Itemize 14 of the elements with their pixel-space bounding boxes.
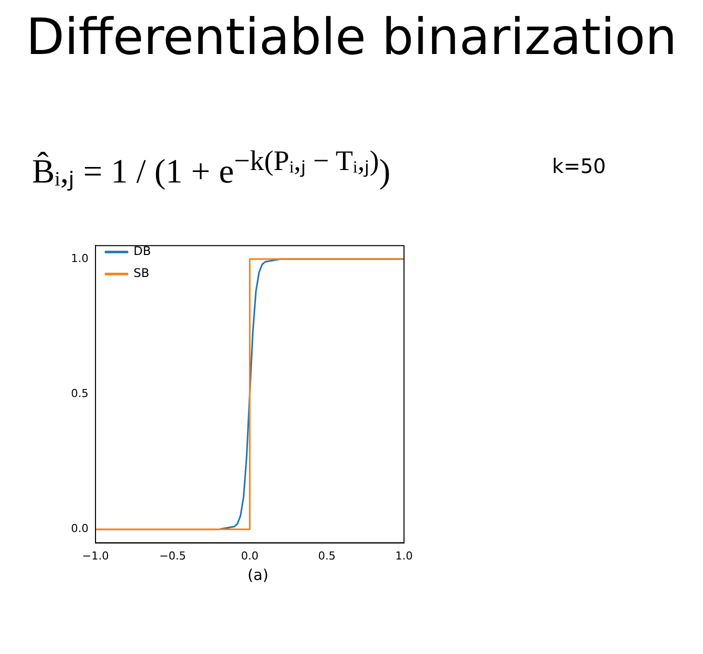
x-tick-label: −0.5 xyxy=(159,549,186,562)
chart-title: Differentiable binarization xyxy=(24,8,678,66)
y-tick-label: 1.0 xyxy=(70,252,88,265)
x-tick-label: 0.5 xyxy=(318,549,336,562)
y-tick-label: 0.0 xyxy=(70,522,88,536)
legend-label: SB xyxy=(133,266,150,280)
x-tick-label: 1.0 xyxy=(395,549,413,562)
text: B̂ᵢ,ⱼ = 1 / (1 + e$^{−k(Pᵢ,ⱼ − Tᵢ,ⱼ)}$) xyxy=(32,144,392,192)
x-tick-label: −1.0 xyxy=(82,549,109,562)
text: k=50 xyxy=(552,154,606,178)
legend-label: DB xyxy=(133,244,151,258)
x-tick-label: 0.0 xyxy=(240,549,258,562)
x-axis-title: (a) xyxy=(246,566,270,584)
y-tick-label: 0.5 xyxy=(70,387,88,400)
